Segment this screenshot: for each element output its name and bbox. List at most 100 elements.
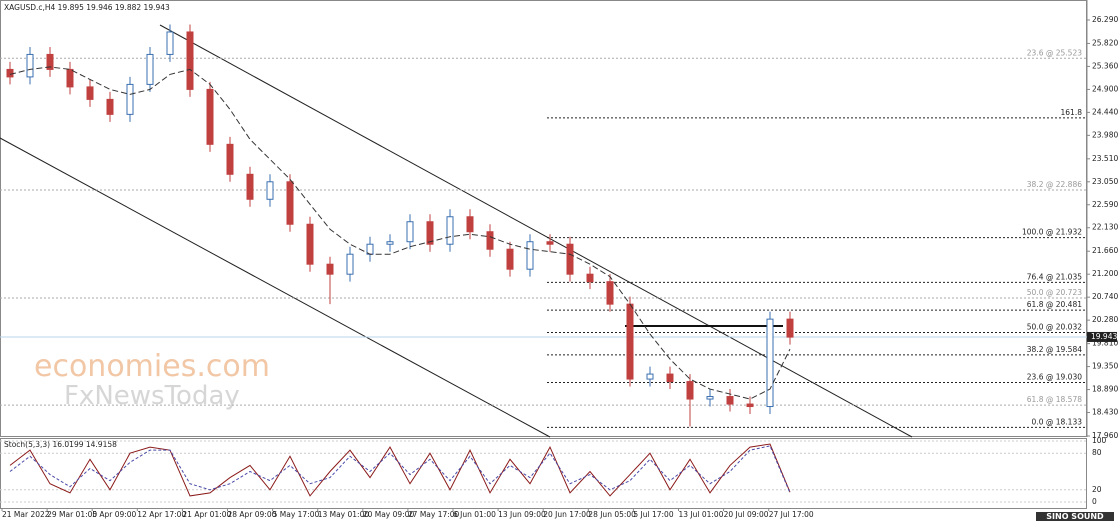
candle-body bbox=[6, 68, 14, 78]
candle-body bbox=[86, 86, 94, 100]
candle-body bbox=[26, 53, 34, 78]
candle-body bbox=[226, 143, 234, 175]
x-tick-label: 28 Apr 09:00 bbox=[228, 510, 277, 519]
brand: SINO SOUND bbox=[1046, 512, 1104, 521]
y-tick-label: 23.510 bbox=[1092, 154, 1118, 163]
candle-body bbox=[706, 396, 714, 400]
x-tick-label: 20 May 09:00 bbox=[363, 510, 415, 519]
y-tick-label: 21.200 bbox=[1092, 269, 1118, 278]
candle-body bbox=[666, 373, 674, 383]
fib-label: 50.0 @ 20.723 bbox=[1027, 288, 1082, 297]
brand-badge: SINO SOUND bbox=[1036, 512, 1114, 521]
last-price-box bbox=[1087, 331, 1117, 342]
y-tick-label: 23.050 bbox=[1092, 177, 1118, 186]
candle-body bbox=[726, 396, 734, 405]
y-tick-label: 25.820 bbox=[1092, 38, 1118, 47]
stoch-tick-label: 80 bbox=[1092, 448, 1102, 457]
channel-line bbox=[0, 137, 551, 438]
y-tick-label: 20.280 bbox=[1092, 315, 1118, 324]
y-tick-label: 22.130 bbox=[1092, 223, 1118, 232]
y-tick-label: 19.810 bbox=[1092, 339, 1118, 348]
candle-body bbox=[466, 216, 474, 233]
y-tick-label: 24.900 bbox=[1092, 84, 1118, 93]
candle-body bbox=[646, 373, 654, 380]
x-tick-label: 13 May 01:00 bbox=[318, 510, 370, 519]
candle-body bbox=[546, 241, 554, 245]
stoch-tick-label: 0 bbox=[1092, 497, 1097, 506]
candle-body bbox=[566, 243, 574, 275]
channel-line bbox=[159, 24, 913, 438]
candle-body bbox=[246, 173, 254, 200]
x-tick-label: 13 Jun 09:00 bbox=[498, 510, 546, 519]
fib-label: 50.0 @ 20.032 bbox=[1027, 323, 1082, 332]
candle-body bbox=[46, 53, 54, 70]
x-tick-label: 21 Apr 01:00 bbox=[182, 510, 231, 519]
candle-body bbox=[106, 98, 114, 115]
y-tick-label: 20.740 bbox=[1092, 292, 1118, 301]
candle-body bbox=[586, 273, 594, 283]
fib-label: 38.2 @ 19.584 bbox=[1027, 345, 1082, 354]
y-tick-label: 24.440 bbox=[1092, 107, 1118, 116]
watermark: FxNewsToday bbox=[64, 381, 240, 411]
candle-body bbox=[606, 281, 614, 305]
x-tick-label: 20 Jul 09:00 bbox=[724, 510, 769, 519]
brand-box bbox=[1036, 512, 1114, 521]
fib-label: 100.0 @ 21.932 bbox=[1022, 228, 1082, 237]
moving-average bbox=[9, 66, 791, 400]
candle-body bbox=[266, 181, 274, 200]
candle-body bbox=[686, 381, 694, 400]
x-tick-label: 28 Jun 05:00 bbox=[588, 510, 636, 519]
stoch-tick-label: 100 bbox=[1092, 436, 1107, 445]
candle-body bbox=[446, 216, 454, 245]
x-tick-label: 5 Apr 09:00 bbox=[92, 510, 136, 519]
chart-title: XAGUSD.c,H4 19.895 19.946 19.882 19.943 bbox=[4, 3, 170, 12]
candle-body bbox=[326, 263, 334, 275]
candle-body bbox=[386, 241, 394, 245]
y-tick-label: 22.590 bbox=[1092, 200, 1118, 209]
fib-label: 23.6 @ 25.523 bbox=[1027, 48, 1082, 57]
stoch-title: Stoch(5,3,3) 16.0199 14.9158 bbox=[4, 440, 117, 449]
y-tick-label: 17.960 bbox=[1092, 431, 1118, 440]
candle-body bbox=[506, 248, 514, 270]
candle-body bbox=[146, 53, 154, 85]
x-tick-label: 13 Jul 01:00 bbox=[679, 510, 724, 519]
candle-body bbox=[126, 83, 134, 115]
candle-body bbox=[426, 221, 434, 245]
candle-body bbox=[766, 318, 774, 408]
stoch-tick-label: 20 bbox=[1092, 485, 1102, 494]
candle-body bbox=[486, 231, 494, 250]
candle-body bbox=[406, 221, 414, 243]
x-tick-label: 27 Jul 17:00 bbox=[769, 510, 814, 519]
candle-body bbox=[206, 88, 214, 145]
y-tick-label: 18.430 bbox=[1092, 408, 1118, 417]
watermark: economies.com bbox=[34, 349, 270, 384]
candle-body bbox=[166, 31, 174, 55]
fib-label: 0.0 @ 18.133 bbox=[1032, 417, 1083, 426]
fib-label: 61.8 @ 20.481 bbox=[1027, 300, 1082, 309]
x-tick-label: 12 Apr 17:00 bbox=[137, 510, 186, 519]
candle-body bbox=[526, 241, 534, 270]
candle-body bbox=[626, 303, 634, 380]
fib-label: 38.2 @ 22.886 bbox=[1027, 180, 1082, 189]
y-tick-label: 19.350 bbox=[1092, 362, 1118, 371]
fib-label: 23.6 @ 19.030 bbox=[1027, 373, 1082, 382]
fib-label: 76.4 @ 21.035 bbox=[1027, 272, 1082, 281]
fib-label: 61.8 @ 18.578 bbox=[1027, 395, 1082, 404]
fib-label: 161.8 bbox=[1061, 108, 1083, 117]
y-tick-label: 21.660 bbox=[1092, 246, 1118, 255]
y-tick-label: 23.980 bbox=[1092, 130, 1118, 139]
stoch-line bbox=[9, 443, 791, 497]
candle-body bbox=[786, 318, 794, 338]
candle-body bbox=[66, 68, 74, 88]
y-tick-label: 26.290 bbox=[1092, 15, 1118, 24]
stoch-line bbox=[9, 445, 791, 494]
x-tick-label: 21 Mar 2022 bbox=[2, 510, 50, 519]
y-tick-label: 18.890 bbox=[1092, 385, 1118, 394]
x-tick-label: 6 Jun 01:00 bbox=[453, 510, 496, 519]
x-tick-label: 5 May 17:00 bbox=[273, 510, 320, 519]
x-tick-label: 5 Jul 17:00 bbox=[633, 510, 673, 519]
x-tick-label: 20 Jun 17:00 bbox=[543, 510, 591, 519]
candle-body bbox=[746, 403, 754, 408]
x-tick-label: 27 May 17:00 bbox=[408, 510, 460, 519]
